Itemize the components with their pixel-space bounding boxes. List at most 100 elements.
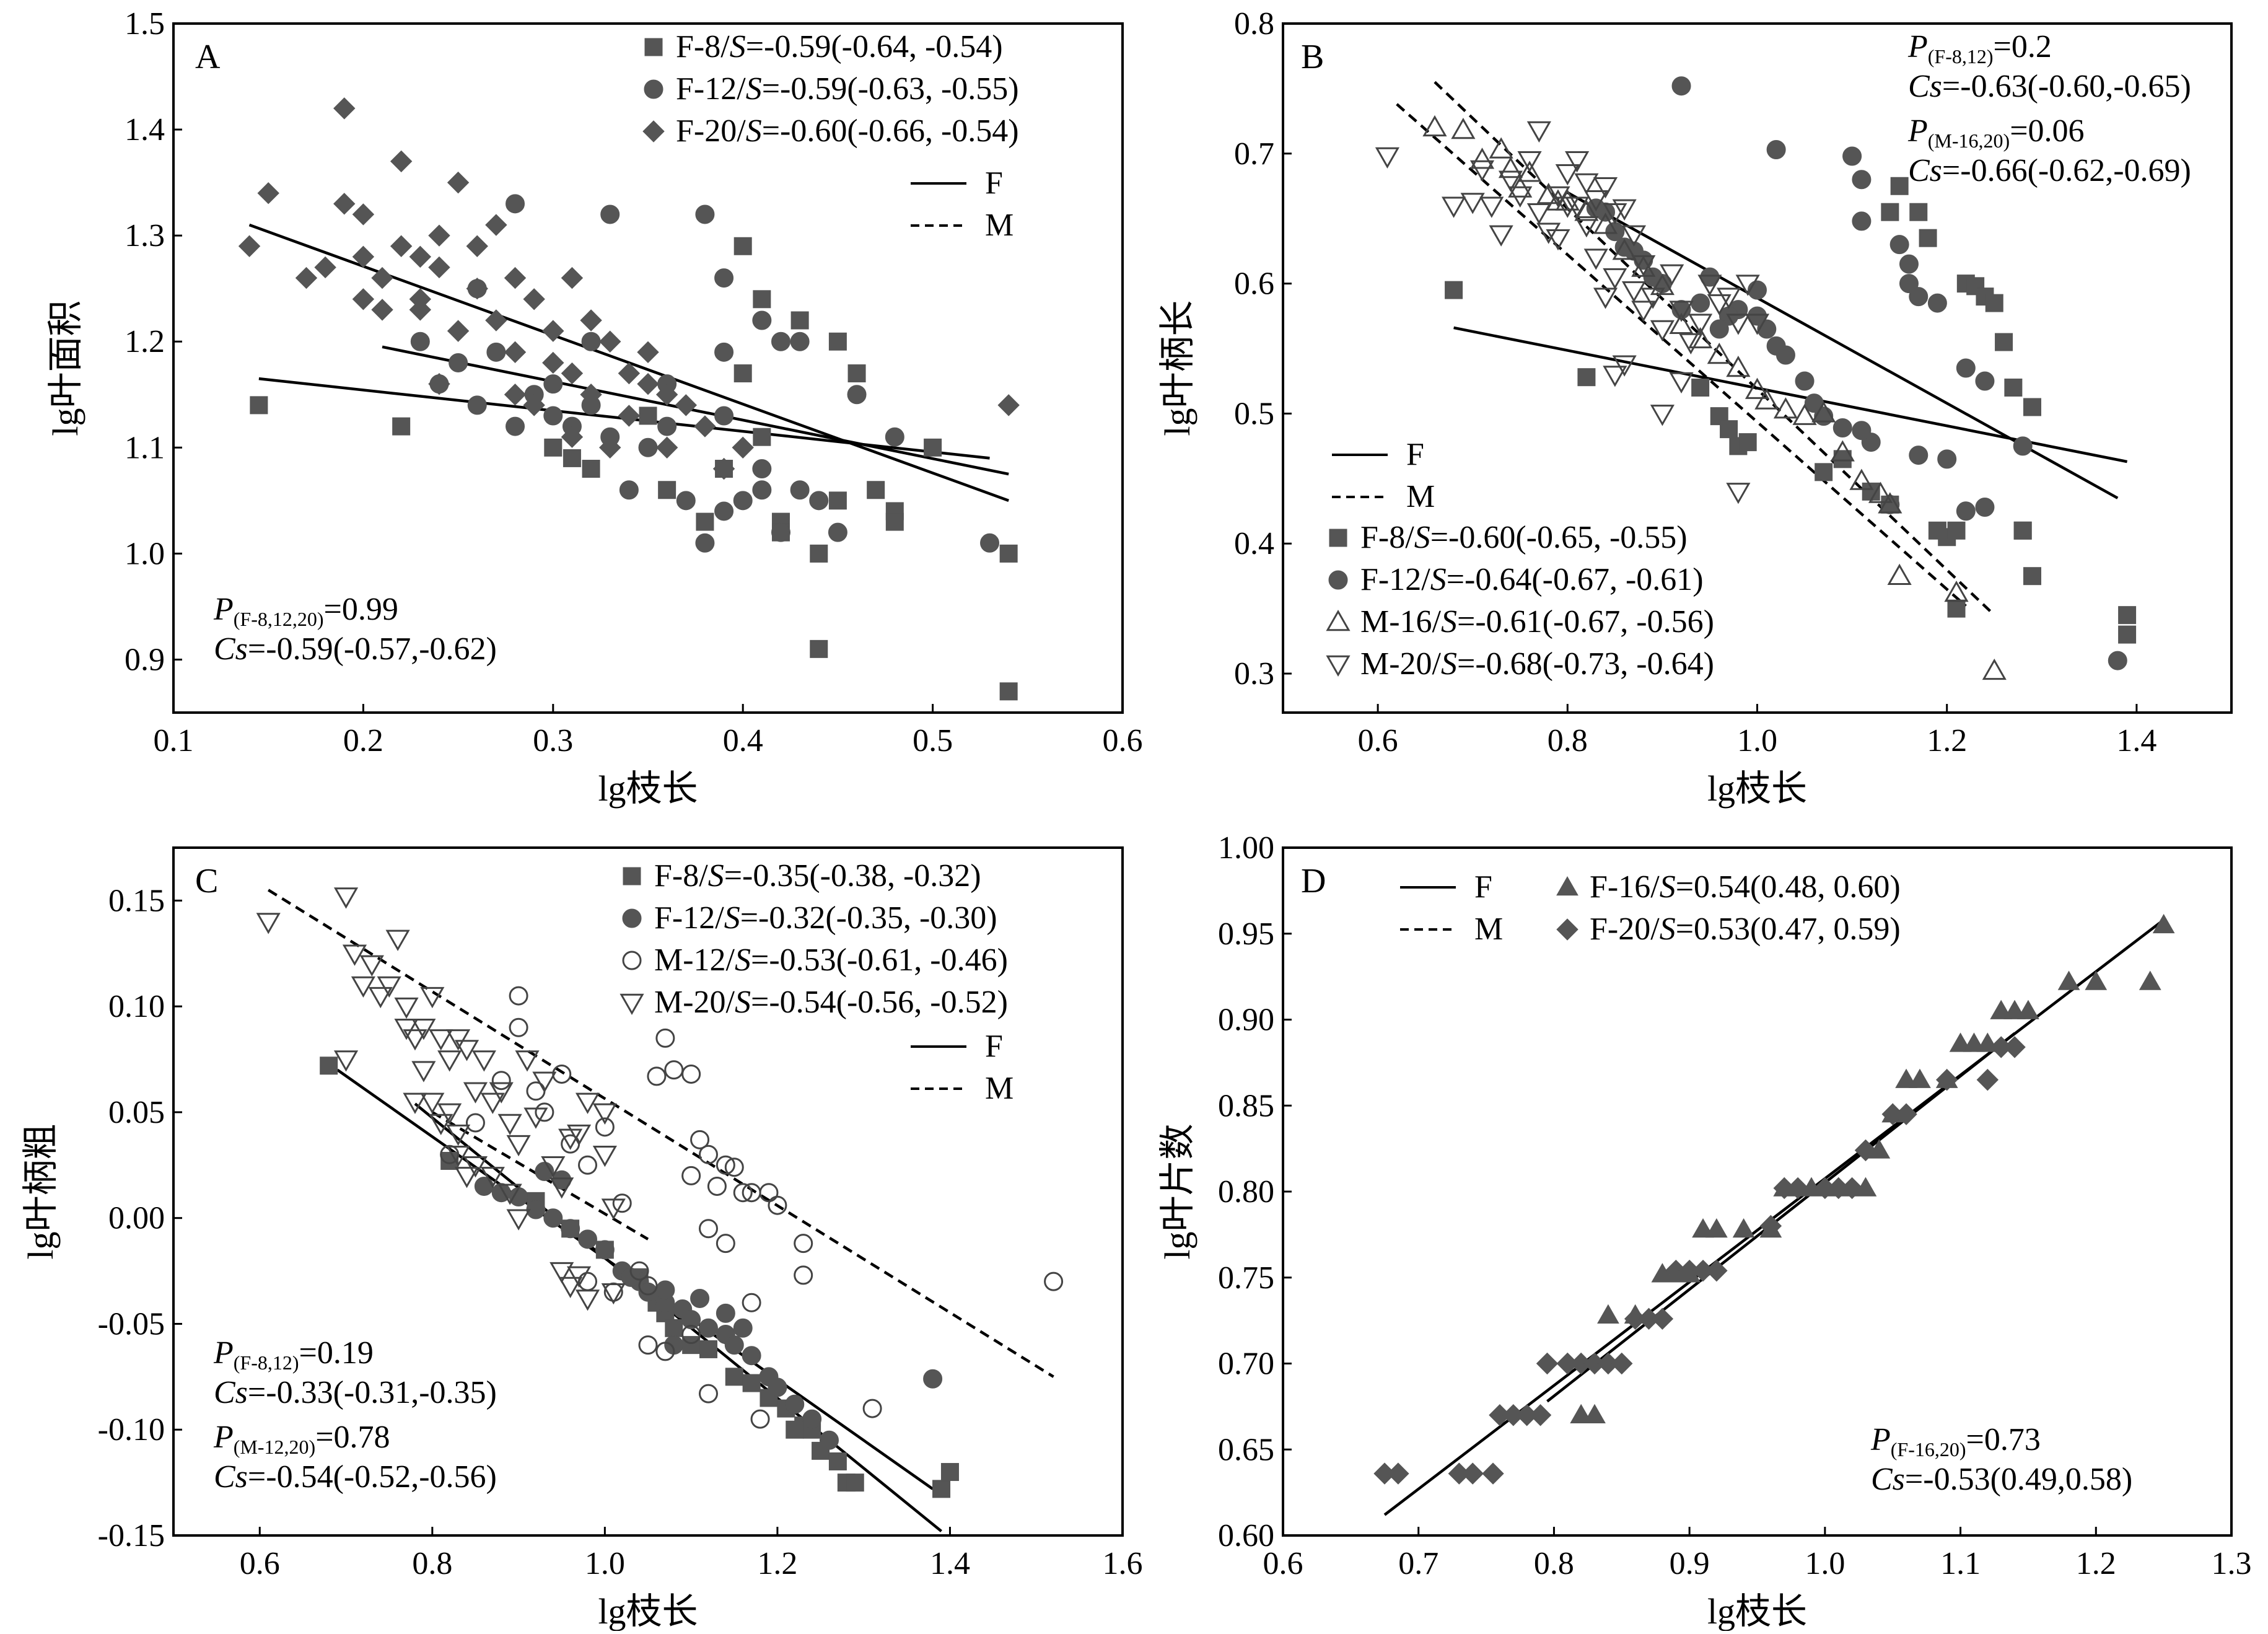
y-tick-label: 0.9 <box>125 642 165 677</box>
data-point <box>1489 137 1513 159</box>
line-legend-label: F <box>1406 437 1424 472</box>
data-point <box>716 1155 735 1175</box>
legend-entry: F-8/S=-0.35(-0.38, -0.32) <box>623 858 981 894</box>
data-point <box>2023 398 2041 416</box>
data-point <box>504 384 527 406</box>
data-point <box>847 364 866 383</box>
legend-text: M-16/S=-0.61(-0.67, -0.56) <box>1360 604 1714 639</box>
data-point <box>1650 405 1675 426</box>
data-point <box>1650 273 1675 296</box>
data-point <box>515 1050 540 1072</box>
data-point <box>2085 970 2108 990</box>
data-point <box>1593 177 1618 199</box>
data-point <box>1895 1068 1917 1088</box>
data-point <box>333 193 356 215</box>
data-point <box>368 986 393 1009</box>
legend-text: F-12/S=-0.59(-0.63, -0.55) <box>676 71 1019 107</box>
p-subscript: (F-8,12) <box>234 1351 299 1374</box>
data-point <box>385 929 410 951</box>
data-point <box>1735 275 1760 296</box>
y-tick-label: 0.90 <box>1218 1003 1274 1038</box>
data-point <box>1536 222 1561 244</box>
data-point <box>549 1262 574 1284</box>
data-point <box>333 887 359 909</box>
data-point <box>862 1399 882 1418</box>
data-point <box>428 224 450 247</box>
data-point <box>561 426 584 448</box>
data-point <box>377 976 401 998</box>
data-point <box>1716 288 1741 309</box>
data-point <box>1852 211 1872 231</box>
x-tick-label: 1.3 <box>2212 1546 2252 1581</box>
data-point <box>655 1342 675 1361</box>
data-point <box>1937 449 1957 469</box>
x-tick-label: 0.8 <box>412 1546 452 1581</box>
data-point <box>1878 492 1902 514</box>
panel-c: C 0.6 0.8 1.0 1.2 1.4 1.6 -0.15 -0.10 -0.05 0.00 0.… <box>20 846 1143 1632</box>
data-point <box>1927 293 1947 313</box>
y-tick-label: 0.80 <box>1218 1174 1274 1210</box>
legend-text-post: =-0.60(-0.65, -0.55) <box>1430 520 1688 555</box>
x-tick-label: 1.0 <box>585 1546 625 1581</box>
data-point <box>485 309 507 332</box>
legend-marker <box>642 120 665 143</box>
legend-text-pre: F-12/ <box>654 900 724 936</box>
data-point <box>428 256 450 279</box>
data-point <box>509 1187 528 1207</box>
x-axis-label: lg枝长 <box>1707 1591 1807 1631</box>
data-point <box>1441 196 1466 218</box>
y-tick-label: 0.5 <box>1234 396 1274 431</box>
legend-marker <box>1328 570 1348 590</box>
data-point <box>351 976 375 998</box>
legend-marker <box>622 908 642 928</box>
data-point <box>638 1335 658 1355</box>
data-point <box>1766 336 1786 356</box>
data-point <box>1841 1177 1863 1200</box>
data-point <box>1688 327 1713 349</box>
data-point <box>600 204 620 224</box>
data-point <box>420 1092 445 1114</box>
data-point <box>1792 403 1817 425</box>
legend-text: M-20/S=-0.54(-0.56, -0.52) <box>654 985 1008 1020</box>
data-point <box>411 1061 436 1083</box>
data-point <box>1603 268 1627 290</box>
legend-entry: M-12/S=-0.53(-0.61, -0.46) <box>622 942 1008 978</box>
legend-text-pre: F-12/ <box>1360 562 1430 597</box>
data-point <box>1832 418 1852 438</box>
data-point <box>1044 1272 1064 1291</box>
series-f-12 <box>474 1162 943 1450</box>
p-value: =0.78 <box>315 1420 390 1455</box>
data-point <box>480 1092 505 1114</box>
data-point <box>1909 446 1929 465</box>
data-point <box>1881 203 1899 221</box>
data-point <box>1691 293 1710 313</box>
data-point <box>599 330 621 353</box>
data-point <box>742 1293 761 1312</box>
data-point <box>771 522 790 542</box>
data-point <box>552 1064 572 1084</box>
data-point <box>733 1183 753 1203</box>
data-point <box>601 1283 626 1305</box>
data-point <box>1909 203 1928 221</box>
data-point <box>566 1124 592 1146</box>
data-point <box>449 353 468 372</box>
data-point <box>506 1209 531 1231</box>
panel-a: A 0.1 0.2 0.3 0.4 0.5 0.6 0.9 1.0 1.1 1.2 1.3 1.4 1.5… <box>45 6 1143 809</box>
cs-text: Cs=-0.63(-0.60,-0.65) <box>1908 69 2191 104</box>
data-point <box>1963 1032 1986 1052</box>
legend-entry: F-20/S=0.53(0.47, 0.59) <box>1556 911 1901 947</box>
x-tick-label: 0.6 <box>1358 723 1398 758</box>
cs-symbol: Cs <box>1908 69 1942 104</box>
cs-symbol: Cs <box>214 1375 248 1410</box>
data-point <box>394 997 419 1019</box>
data-point <box>1612 199 1637 221</box>
data-point <box>1650 320 1675 342</box>
data-point <box>694 415 716 437</box>
data-point <box>2118 625 2137 644</box>
data-point <box>1990 999 2013 1019</box>
series-m-20 <box>1375 121 1770 504</box>
data-point <box>1445 281 1463 299</box>
data-point <box>1669 312 1694 335</box>
data-point <box>409 288 432 310</box>
